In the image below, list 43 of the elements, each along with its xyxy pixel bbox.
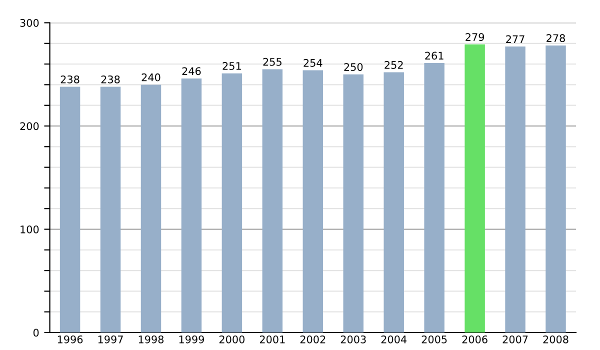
- x-tick-label: 2002: [300, 335, 326, 344]
- bar: [384, 72, 404, 332]
- bar: [181, 78, 202, 332]
- y-tick-label: 300: [20, 18, 39, 27]
- data-label: 254: [304, 58, 322, 67]
- x-tick-label: 2001: [260, 335, 285, 344]
- x-tick-label: 2004: [381, 335, 407, 344]
- x-tick-label: 2005: [422, 335, 447, 344]
- bar: [262, 69, 283, 332]
- x-tick-label: 1998: [138, 335, 164, 344]
- bar: [100, 86, 121, 332]
- data-label: 277: [506, 35, 524, 43]
- data-label: 278: [546, 34, 565, 42]
- y-tick-label: 100: [20, 225, 39, 234]
- bar: [60, 86, 80, 332]
- x-tick-label: 2006: [462, 335, 488, 344]
- bar: [464, 44, 485, 332]
- data-label: 240: [142, 73, 160, 82]
- x-tick-label: 1999: [179, 335, 204, 344]
- x-tick-label: 2007: [502, 335, 528, 344]
- y-tick-label: 0: [33, 328, 39, 337]
- data-label: 252: [384, 61, 403, 69]
- bar: [140, 84, 162, 332]
- bar: [505, 46, 526, 332]
- bar: [546, 45, 566, 332]
- data-label: 279: [466, 33, 484, 42]
- data-label: 238: [60, 75, 80, 84]
- bar: [222, 73, 242, 332]
- x-tick-label: 2000: [219, 335, 245, 344]
- x-tick-label: 1997: [98, 335, 123, 344]
- data-label: 261: [425, 52, 444, 60]
- bar: [302, 70, 324, 332]
- data-label: 251: [222, 62, 241, 70]
- data-label: 255: [263, 58, 282, 66]
- data-label: 250: [344, 63, 363, 71]
- bar: [424, 63, 444, 332]
- data-label: 246: [182, 67, 201, 76]
- data-label: 238: [101, 75, 120, 84]
- y-tick-label: 200: [20, 122, 39, 130]
- x-tick-label: 1996: [58, 335, 83, 344]
- x-tick-label: 2008: [543, 335, 568, 344]
- x-tick-label: 2003: [340, 335, 366, 344]
- bar: [343, 74, 364, 332]
